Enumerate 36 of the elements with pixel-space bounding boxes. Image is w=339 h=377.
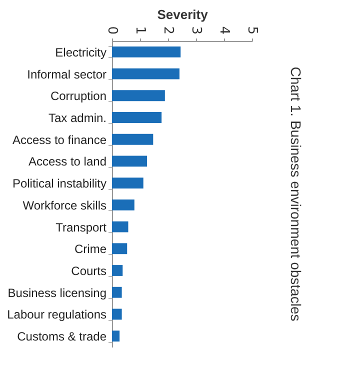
- y-tick-label: Crime: [74, 242, 107, 256]
- y-tick-label: Courts: [71, 264, 106, 278]
- y-tick-label: Customs & trade: [17, 330, 107, 344]
- bar: [112, 286, 122, 298]
- x-tick-label: 2: [160, 26, 176, 34]
- bar: [112, 68, 180, 80]
- bar: [112, 112, 162, 123]
- x-tick-label: 4: [216, 26, 232, 34]
- x-tick-label: 1: [132, 26, 148, 34]
- bar: [112, 46, 181, 58]
- y-tick-label: Political instability: [12, 176, 106, 191]
- x-axis-title: Severity: [157, 7, 209, 22]
- y-tick-label: Labour regulations: [7, 308, 106, 322]
- y-tick-label: Electricity: [55, 45, 106, 60]
- bar: [112, 243, 128, 254]
- bar: [112, 134, 154, 145]
- y-tick-label: Access to finance: [12, 132, 107, 147]
- text: Chart 1. Business environment obstacles: [288, 66, 304, 322]
- y-tick-label: Transport: [56, 220, 108, 234]
- y-tick-label: Business licensing: [8, 286, 106, 300]
- bar: [112, 265, 123, 276]
- x-tick-label: 0: [104, 26, 120, 34]
- y-tick-label: Informal sector: [27, 67, 107, 82]
- bar: [112, 199, 134, 210]
- y-tick-label: Workforce skills: [22, 198, 106, 212]
- x-tick-label: 5: [244, 26, 260, 34]
- bar: [112, 178, 144, 189]
- bar: [112, 156, 147, 167]
- y-tick-label: Corruption: [50, 89, 106, 104]
- bar: [112, 330, 120, 342]
- x-tick-label: 3: [188, 26, 204, 34]
- y-tick-label: Access to land: [28, 154, 106, 169]
- bar: [112, 221, 128, 232]
- bar: [112, 90, 165, 102]
- bar: [112, 308, 122, 320]
- y-tick-label: Tax admin.: [48, 111, 106, 125]
